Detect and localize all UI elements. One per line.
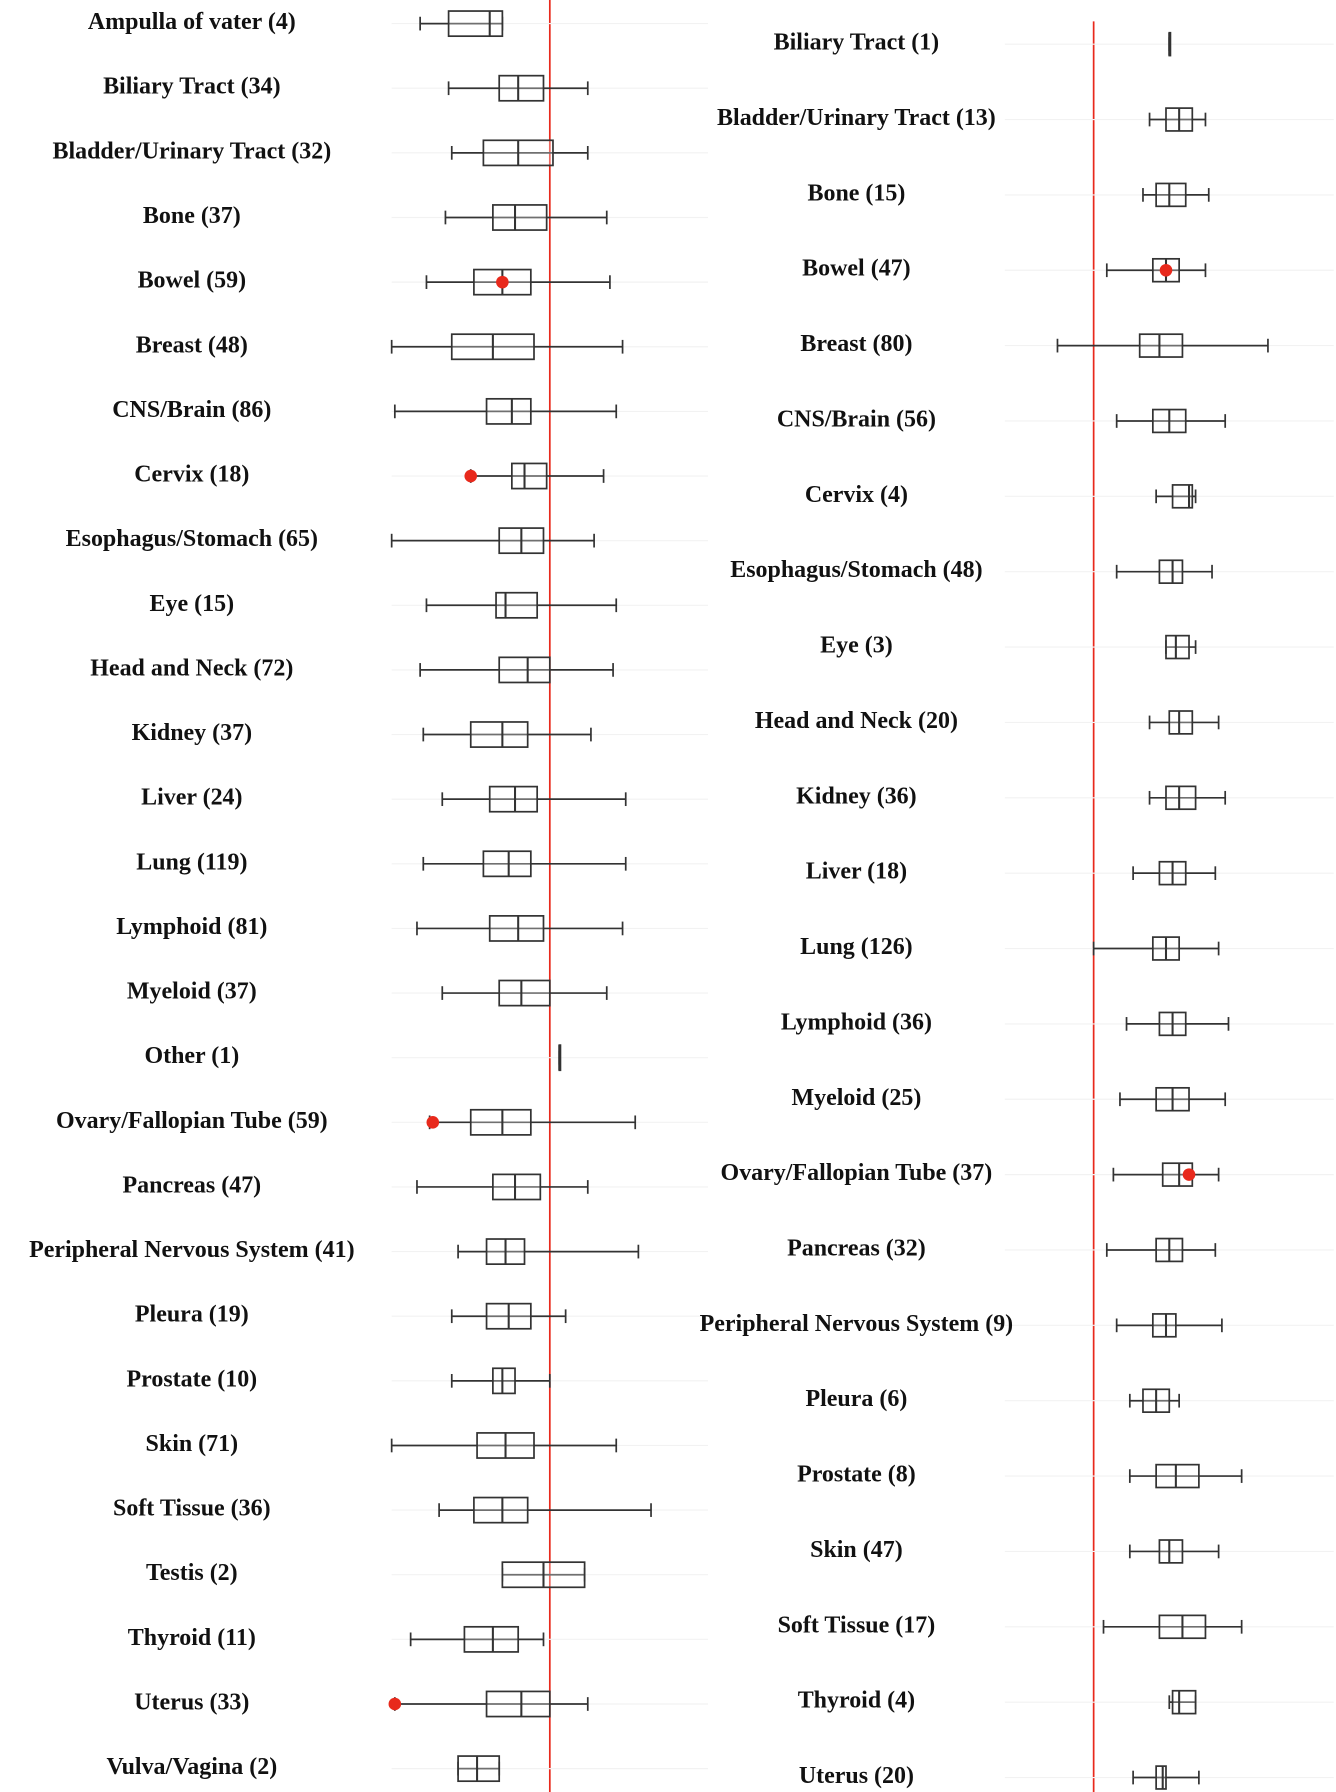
box	[485, 1690, 551, 1718]
box	[1168, 710, 1194, 735]
category-label: Pancreas (47)	[122, 1172, 261, 1198]
category-label: Cervix (4)	[805, 482, 908, 508]
box	[473, 1496, 529, 1524]
category-label: Pleura (6)	[805, 1386, 907, 1412]
category-label: Other (1)	[144, 1043, 239, 1069]
category-label: Head and Neck (20)	[755, 708, 958, 734]
category-label: CNS/Brain (86)	[112, 397, 271, 423]
category-label: Biliary Tract (1)	[774, 30, 940, 56]
category-label: Eye (15)	[150, 591, 235, 617]
category-label: Prostate (10)	[126, 1366, 257, 1392]
category-label: Pancreas (32)	[787, 1235, 926, 1261]
category-label: Soft Tissue (36)	[113, 1496, 271, 1522]
category-label: Bowel (47)	[802, 256, 911, 282]
box	[1138, 333, 1184, 358]
category-label: Vulva/Vagina (2)	[106, 1754, 277, 1780]
box	[498, 74, 545, 102]
category-label: Peripheral Nervous System (9)	[700, 1311, 1014, 1337]
box	[495, 591, 539, 619]
box	[469, 721, 529, 748]
box	[463, 1625, 520, 1653]
category-label: Bone (37)	[143, 203, 241, 229]
highlight-point	[426, 1116, 440, 1129]
category-label: Uterus (20)	[799, 1763, 914, 1789]
category-label: Esophagus/Stomach (48)	[730, 557, 982, 583]
category-label: Lymphoid (36)	[781, 1009, 932, 1035]
highlight-point	[464, 469, 478, 483]
box	[485, 397, 532, 425]
box	[488, 915, 545, 942]
category-label: Breast (48)	[136, 332, 248, 358]
category-label: Bowel (59)	[138, 268, 247, 294]
box	[1155, 1765, 1167, 1790]
category-label: Kidney (36)	[796, 783, 917, 809]
category-label: Bladder/Urinary Tract (13)	[717, 105, 996, 131]
box	[498, 979, 551, 1007]
category-label: Esophagus/Stomach (65)	[66, 526, 318, 552]
highlight-point	[1182, 1168, 1196, 1181]
category-label: Skin (71)	[146, 1431, 239, 1457]
box	[1171, 1689, 1197, 1715]
box	[469, 1108, 532, 1136]
category-label: Head and Neck (72)	[90, 655, 293, 681]
box	[1165, 634, 1190, 660]
box	[447, 10, 504, 38]
category-label: Bone (15)	[807, 180, 905, 206]
category-label: Uterus (33)	[134, 1689, 249, 1715]
category-label: Lung (119)	[136, 849, 247, 875]
box	[1155, 1463, 1200, 1489]
category-label: Eye (3)	[820, 633, 893, 659]
box	[511, 462, 548, 490]
box	[492, 1367, 516, 1395]
category-label: Liver (24)	[141, 785, 242, 811]
highlight-point	[1159, 263, 1173, 277]
category-label: Myeloid (37)	[127, 979, 257, 1005]
box	[1165, 785, 1197, 811]
box	[1171, 484, 1194, 509]
box	[498, 656, 551, 684]
category-label: Thyroid (4)	[798, 1688, 915, 1714]
box	[1151, 1313, 1177, 1338]
category-label: Myeloid (25)	[792, 1085, 922, 1111]
box	[482, 850, 532, 878]
category-label: Peripheral Nervous System (41)	[29, 1237, 355, 1263]
category-label: Testis (2)	[146, 1560, 238, 1586]
category-label: Soft Tissue (17)	[778, 1612, 936, 1638]
box	[488, 785, 539, 813]
category-label: Lung (126)	[800, 934, 913, 960]
category-label: Ampulla of vater (4)	[88, 9, 296, 35]
category-label: Biliary Tract (34)	[103, 74, 281, 100]
box	[457, 1755, 501, 1783]
highlight-point	[388, 1697, 402, 1711]
box	[492, 1173, 542, 1201]
category-label: Pleura (19)	[135, 1302, 249, 1328]
category-label: Cervix (18)	[134, 462, 249, 488]
highlight-point	[496, 275, 509, 289]
category-label: Ovary/Fallopian Tube (59)	[56, 1108, 328, 1134]
category-label: CNS/Brain (56)	[777, 406, 936, 432]
category-label: Lymphoid (81)	[116, 914, 267, 940]
category-label: Breast (80)	[800, 331, 912, 357]
category-label: Thyroid (11)	[128, 1625, 256, 1651]
category-label: Kidney (37)	[132, 720, 253, 746]
category-label: Liver (18)	[806, 859, 907, 885]
category-label: Bladder/Urinary Tract (32)	[52, 138, 331, 164]
box	[1155, 182, 1187, 208]
box	[1158, 1539, 1184, 1564]
box	[492, 204, 548, 231]
category-label: Prostate (8)	[797, 1462, 916, 1488]
category-label: Ovary/Fallopian Tube (37)	[721, 1160, 993, 1186]
box	[1158, 559, 1184, 584]
category-label: Skin (47)	[810, 1537, 903, 1563]
